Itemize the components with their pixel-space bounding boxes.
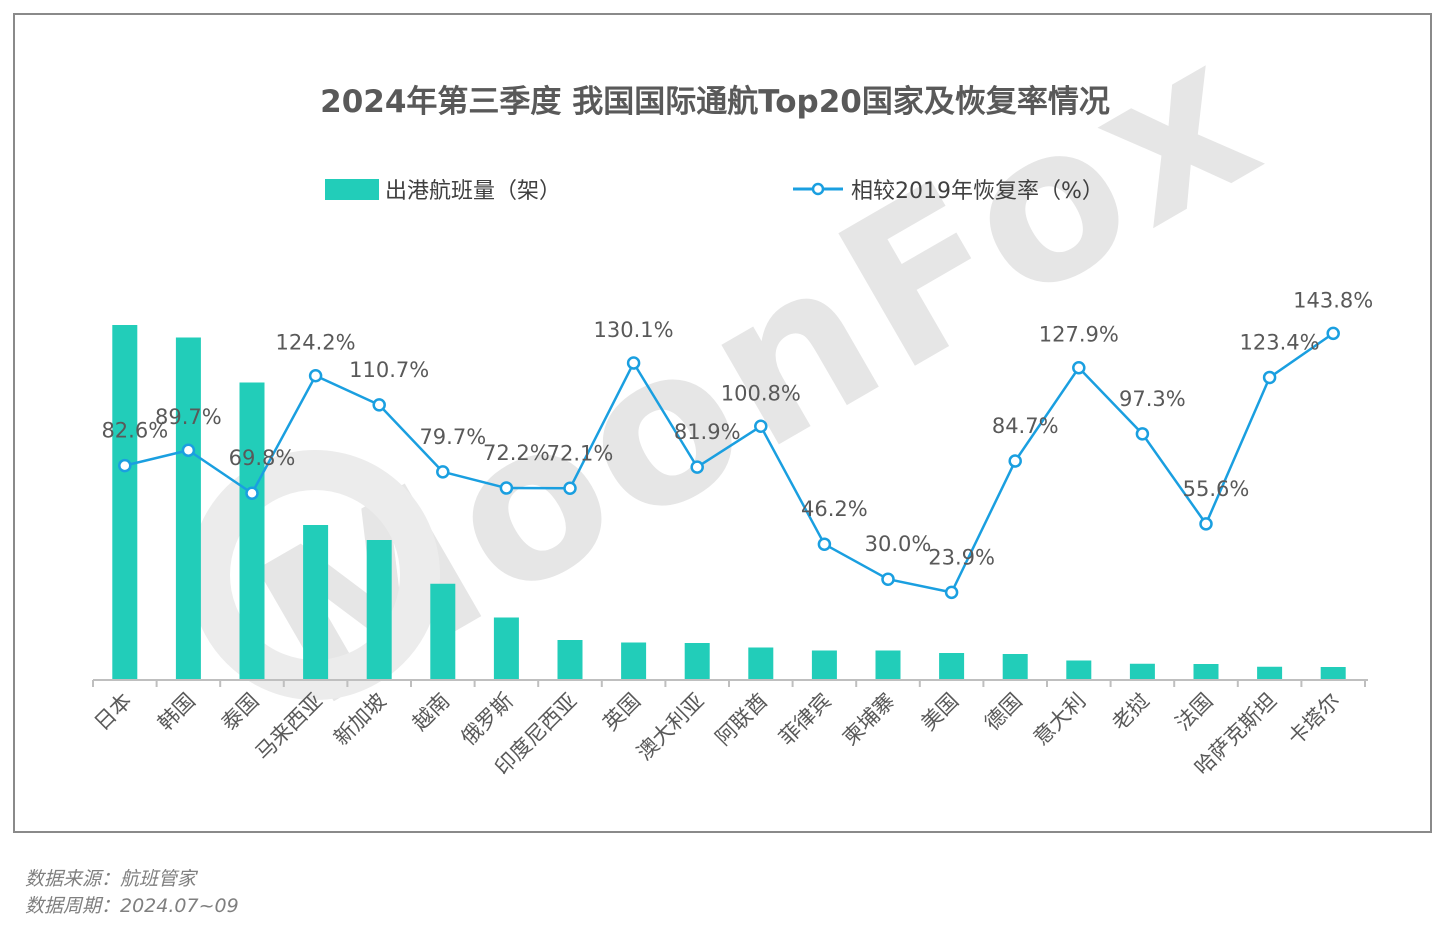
data-label-7: 72.2% — [483, 441, 550, 465]
line-series — [118, 326, 1340, 600]
bar-7 — [493, 617, 519, 680]
bar-19 — [1257, 666, 1283, 680]
bar-20 — [1320, 667, 1346, 680]
line-point-15 — [1008, 454, 1022, 468]
chart-svg: MoonFox 2024年第三季度 我国国际通航Top20国家及恢复率情况 出港… — [90, 15, 1374, 780]
data-label-12: 46.2% — [801, 497, 868, 521]
line-point-3 — [245, 486, 259, 500]
data-label-5: 110.7% — [349, 358, 429, 382]
bar-6 — [430, 583, 456, 680]
line-point-20 — [1326, 326, 1340, 341]
data-label-6: 79.7% — [419, 425, 486, 449]
bar-8 — [557, 640, 583, 680]
line-point-14 — [944, 585, 959, 600]
data-label-8: 72.1% — [547, 441, 614, 465]
line-point-19 — [1262, 370, 1277, 385]
data-label-14: 23.9% — [928, 545, 995, 569]
category-label-20: 卡塔尔 — [1283, 689, 1345, 751]
line-point-4 — [308, 368, 323, 383]
line-point-1 — [118, 458, 132, 473]
line-point-12 — [817, 537, 832, 551]
bar-2 — [175, 337, 201, 680]
data-label-11: 100.8% — [721, 381, 801, 405]
bar-14 — [939, 653, 965, 680]
data-label-18: 55.6% — [1183, 477, 1250, 501]
line-point-7 — [499, 481, 514, 495]
category-label-3: 泰国 — [217, 689, 264, 736]
data-label-13: 30.0% — [865, 532, 932, 556]
data-label-16: 127.9% — [1039, 323, 1119, 347]
bar-11 — [748, 647, 774, 680]
legend-label-bar: 出港航班量（架） — [385, 179, 561, 204]
category-label-13: 柬埔寨 — [838, 689, 900, 751]
legend-label-line: 相较2019年恢复率（%） — [851, 179, 1104, 204]
bar-13 — [875, 650, 901, 680]
line-point-17 — [1135, 427, 1150, 441]
category-label-12: 菲律宾 — [774, 689, 836, 751]
data-label-15: 84.7% — [992, 414, 1059, 438]
category-label-17: 老挝 — [1107, 689, 1154, 736]
line-point-10 — [690, 460, 704, 474]
line-point-9 — [626, 356, 641, 370]
line-point-8 — [563, 481, 577, 496]
data-label-19: 123.4% — [1240, 330, 1320, 354]
line-point-2 — [181, 443, 196, 457]
data-label-3: 69.8% — [229, 446, 296, 470]
data-label-20: 143.8% — [1293, 288, 1373, 312]
bar-5 — [366, 540, 392, 680]
bar-18 — [1193, 664, 1219, 680]
chart-title: 2024年第三季度 我国国际通航Top20国家及恢复率情况 — [320, 84, 1110, 120]
category-label-10: 澳大利亚 — [632, 689, 708, 765]
bar-12 — [811, 650, 837, 680]
category-label-15: 德国 — [980, 689, 1027, 736]
category-label-18: 法国 — [1171, 689, 1218, 736]
x-axis-ticks — [92, 680, 1366, 687]
line-data-labels: 82.6%89.7% 69.8% 124.2% 110.7% 79.7%72.2%72.… — [101, 288, 1373, 569]
data-label-17: 97.3% — [1119, 387, 1186, 411]
bar-9 — [621, 642, 647, 680]
legend-swatch-bar — [325, 179, 379, 200]
line-point-18 — [1199, 517, 1213, 531]
line-point-13 — [881, 572, 895, 586]
bar-3 — [239, 382, 265, 680]
footer: 数据来源：航班管家 数据周期：2024.07~09 — [25, 866, 239, 920]
category-label-11: 阿联酋 — [711, 689, 773, 751]
line-point-5 — [372, 398, 386, 412]
footer-period: 数据周期：2024.07~09 — [25, 895, 239, 917]
bar-series — [112, 325, 1346, 680]
category-label-9: 英国 — [598, 689, 645, 736]
legend: 出港航班量（架） 相较2019年恢复率（%） — [325, 179, 1104, 204]
category-label-2: 韩国 — [153, 689, 200, 736]
data-label-4: 124.2% — [276, 331, 356, 355]
footer-source: 数据来源：航班管家 — [25, 868, 197, 890]
bar-4 — [303, 525, 329, 680]
data-label-9: 130.1% — [594, 318, 674, 342]
category-label-14: 美国 — [916, 689, 963, 736]
line-point-16 — [1072, 360, 1086, 375]
data-label-1: 82.6% — [101, 419, 168, 443]
data-label-2: 89.7% — [155, 405, 222, 429]
chart-frame: MoonFox 2024年第三季度 我国国际通航Top20国家及恢复率情况 出港… — [13, 13, 1432, 833]
line-point-6 — [436, 465, 450, 479]
data-label-10: 81.9% — [674, 420, 741, 444]
line-point-11 — [754, 419, 768, 434]
category-label-1: 日本 — [90, 689, 137, 736]
category-label-4: 马来西亚 — [251, 689, 327, 765]
bar-17 — [1129, 663, 1155, 680]
bar-15 — [1002, 654, 1028, 680]
legend-swatch-marker — [811, 182, 825, 196]
bar-1 — [112, 325, 138, 680]
category-label-7: 俄罗斯 — [456, 689, 518, 751]
recovery-rate-line — [124, 332, 1334, 594]
bar-10 — [684, 643, 710, 680]
category-label-16: 意大利 — [1029, 689, 1091, 751]
bar-16 — [1066, 660, 1092, 680]
